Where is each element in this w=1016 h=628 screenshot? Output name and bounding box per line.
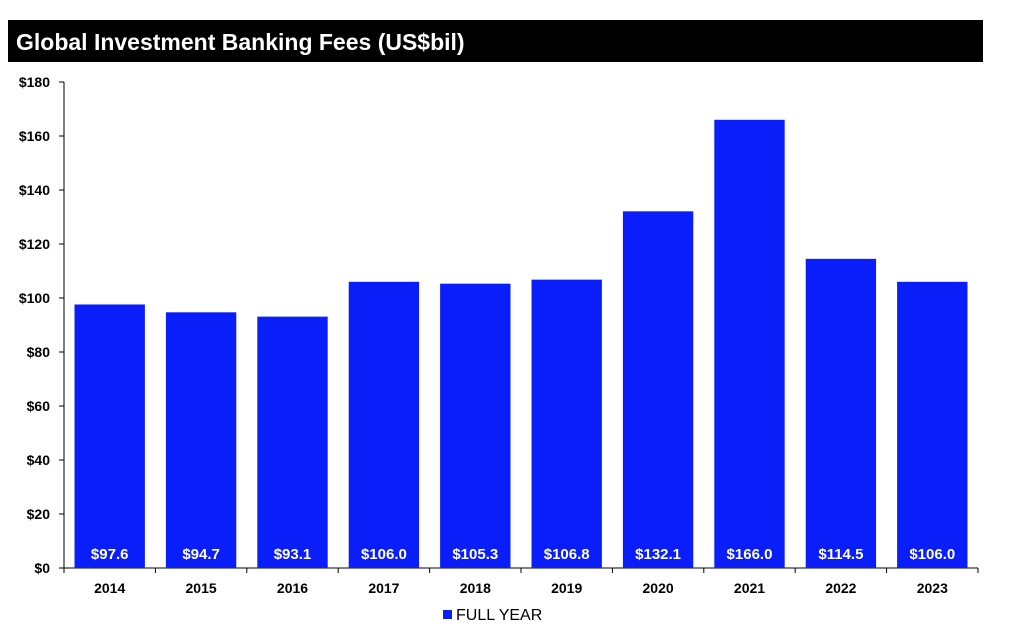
bar xyxy=(714,119,785,569)
bar-data-label: $114.5 xyxy=(818,546,863,563)
y-tick-label: $0 xyxy=(34,560,50,576)
y-tick-label: $80 xyxy=(27,344,51,360)
bar-series: $97.6 $94.7 $93.1 $106.0 $105.3 $106.8 $132.1 $… xyxy=(74,119,968,569)
x-tick-label: 2018 xyxy=(460,580,491,596)
x-tick-label: 2022 xyxy=(825,580,856,596)
x-tick-label: 2019 xyxy=(551,580,582,596)
bar xyxy=(348,281,420,568)
bar xyxy=(805,258,877,568)
bar-data-label: $166.0 xyxy=(727,546,773,563)
x-tick-label: 2023 xyxy=(917,580,948,596)
y-tick-label: $20 xyxy=(27,506,51,522)
bar-data-label: $105.3 xyxy=(452,546,498,563)
bar xyxy=(531,279,602,568)
x-tick-label: 2015 xyxy=(186,580,217,596)
y-tick-label: $40 xyxy=(27,452,51,468)
y-tick-label: $60 xyxy=(27,398,51,414)
y-tick-label: $180 xyxy=(19,74,50,90)
legend: FULL YEAR xyxy=(443,607,542,624)
legend-swatch xyxy=(443,610,452,619)
bar xyxy=(165,312,237,568)
bar xyxy=(257,316,328,568)
x-axis: 2014 2015 2016 2017 2018 2019 2020 2021 2022 2023 xyxy=(63,567,979,596)
x-tick-label: 2014 xyxy=(94,580,125,596)
legend-label: FULL YEAR xyxy=(456,607,542,624)
x-tick-label: 2016 xyxy=(277,580,308,596)
bar-data-label: $106.0 xyxy=(909,546,955,563)
bar-data-label: $132.1 xyxy=(635,546,681,563)
bar-data-label: $94.7 xyxy=(182,546,220,563)
bar-data-label: $106.8 xyxy=(544,546,590,563)
bar-data-label: $93.1 xyxy=(274,546,312,563)
bar xyxy=(897,281,968,568)
x-tick-label: 2017 xyxy=(368,580,399,596)
y-tick-label: $100 xyxy=(19,290,50,306)
bar-data-label: $106.0 xyxy=(361,546,407,563)
y-tick-label: $120 xyxy=(19,236,50,252)
y-axis: $0 $20 $40 $60 $80 $100 $120 $140 $160 $180 xyxy=(19,74,65,576)
x-tick-label: 2021 xyxy=(734,580,765,596)
y-tick-label: $160 xyxy=(19,128,50,144)
chart-title: Global Investment Banking Fees (US$bil) xyxy=(8,20,983,62)
x-tick-label: 2020 xyxy=(643,580,674,596)
y-tick-label: $140 xyxy=(19,182,50,198)
bar-data-label: $97.6 xyxy=(91,546,129,563)
bar xyxy=(622,211,694,568)
bar xyxy=(440,283,511,568)
bar xyxy=(74,304,145,568)
